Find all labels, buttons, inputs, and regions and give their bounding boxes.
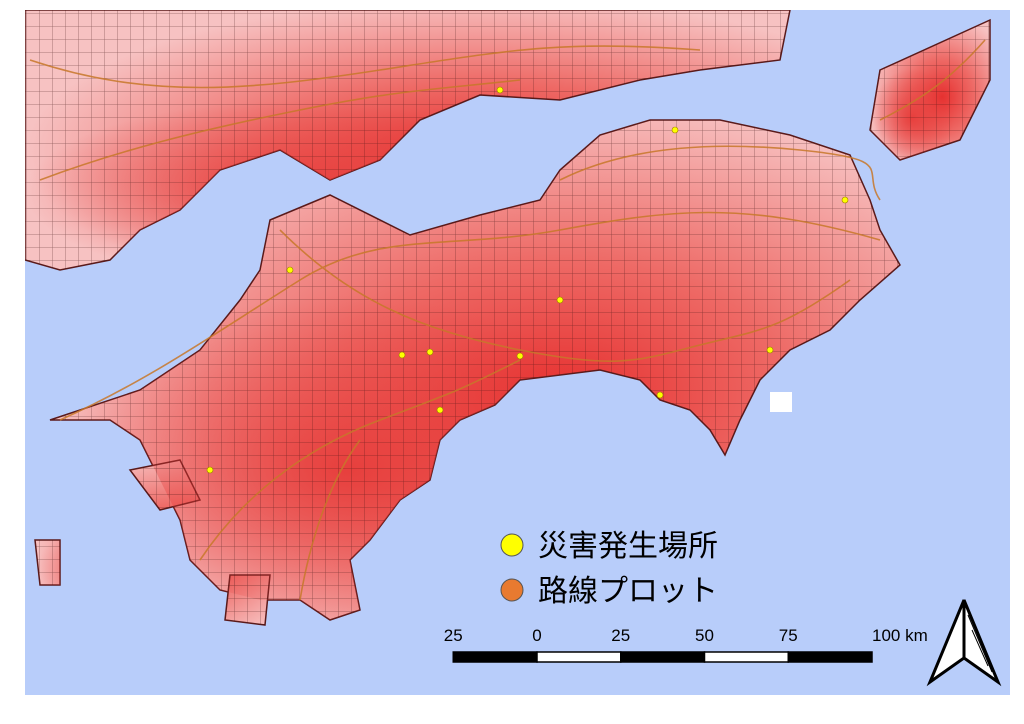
scale-label: 100 km	[872, 626, 928, 645]
land-layer	[25, 10, 991, 626]
north-arrow	[926, 599, 1002, 687]
scale-label: 25	[444, 626, 463, 645]
scale-label: 25	[611, 626, 630, 645]
scale-segment	[452, 651, 538, 663]
scale-segment	[787, 651, 873, 663]
scale-bar: 25 0 25 50 75 100 km	[444, 626, 928, 663]
scale-label: 75	[779, 626, 798, 645]
scale-label: 50	[695, 626, 714, 645]
legend-swatch	[500, 578, 524, 602]
scale-segment	[620, 651, 706, 663]
route-lines	[29, 39, 986, 601]
legend-label: 災害発生場所	[538, 529, 718, 564]
blank-patch	[770, 392, 792, 412]
scale-segment	[536, 651, 622, 663]
disaster-points	[206, 86, 849, 474]
legend-swatch	[500, 533, 524, 557]
legend-label: 路線プロット	[538, 574, 718, 609]
scale-label: 0	[532, 626, 541, 645]
scale-segment	[703, 651, 789, 663]
